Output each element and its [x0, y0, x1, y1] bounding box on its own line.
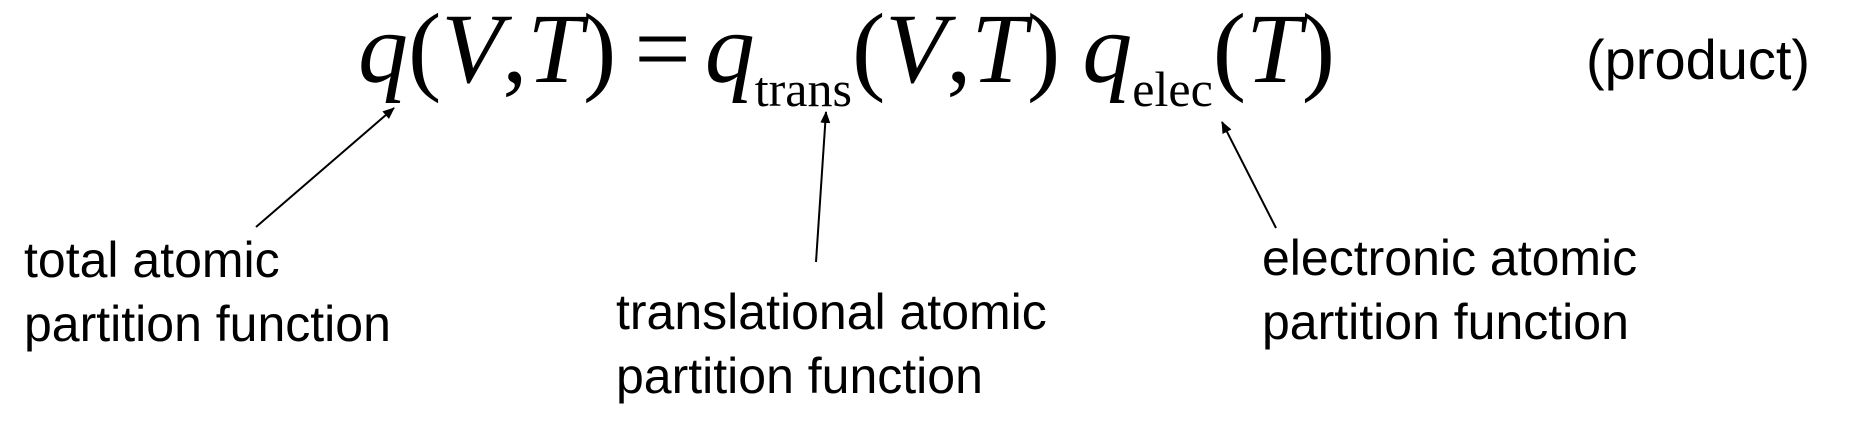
elec-temperature-variable: T	[1246, 0, 1302, 104]
trans-close-paren: )	[1026, 0, 1061, 104]
product-note: (product)	[1586, 28, 1811, 91]
label-electronic-line1: electronic atomic	[1262, 230, 1638, 286]
trans-open-paren: (	[851, 0, 886, 104]
label-translational-line2: partition function	[616, 348, 983, 404]
trans-volume-variable: V	[885, 0, 947, 104]
label-translational-line1: translational atomic	[616, 284, 1047, 340]
lhs-open-paren: (	[408, 0, 442, 104]
arrow-total	[255, 107, 395, 228]
lhs-volume-variable: V	[441, 0, 503, 104]
trans-temperature-variable: T	[971, 0, 1027, 104]
trans-subscript: trans	[754, 61, 852, 117]
elec-close-paren: )	[1301, 0, 1336, 104]
label-total-line2: partition function	[24, 296, 391, 352]
label-total-line1: total atomic	[24, 232, 280, 288]
trans-comma: ,	[946, 0, 972, 104]
equals-sign: =	[634, 0, 691, 104]
elec-subscript: elec	[1132, 61, 1213, 117]
label-electronic-line2: partition function	[1262, 294, 1629, 350]
total-q-symbol: q	[358, 0, 408, 104]
lhs-comma: ,	[502, 0, 528, 104]
elec-q-symbol: q	[1082, 0, 1133, 104]
label-translational-partition-function: translational atomic partition function	[616, 280, 1047, 408]
trans-q-symbol: q	[704, 0, 755, 104]
elec-open-paren: (	[1212, 0, 1247, 104]
partition-function-equation: q(V,T) = qtrans(V,T) qelec(T)	[358, 0, 1336, 117]
label-electronic-partition-function: electronic atomic partition function	[1262, 226, 1637, 354]
arrow-translational	[815, 111, 831, 263]
label-total-partition-function: total atomic partition function	[24, 228, 391, 356]
lhs-temperature-variable: T	[527, 0, 584, 104]
lhs-close-paren: )	[583, 0, 617, 104]
arrow-electronic	[1221, 121, 1277, 229]
